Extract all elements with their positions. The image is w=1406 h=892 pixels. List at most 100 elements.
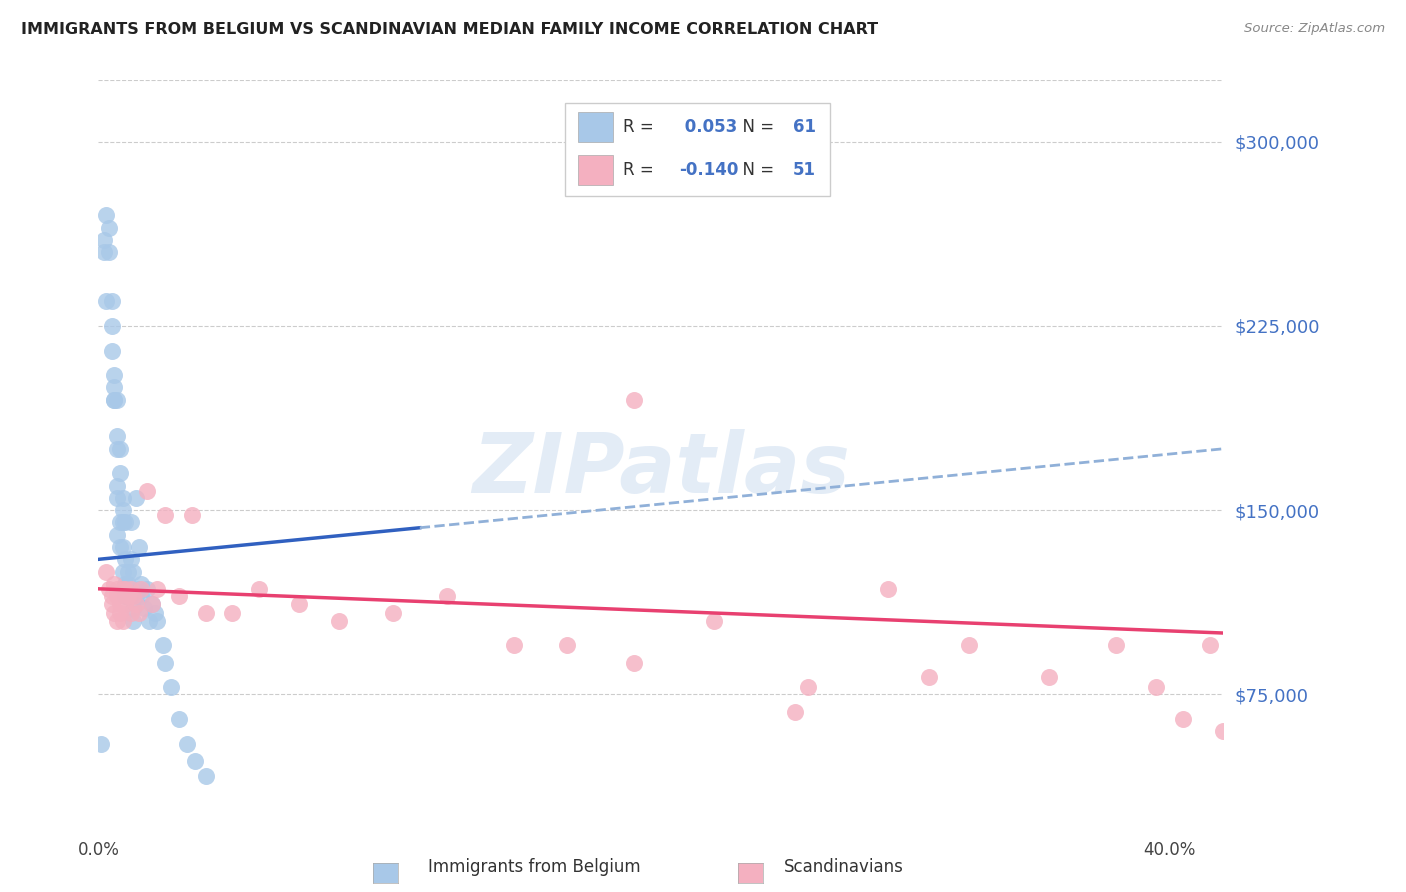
Point bbox=[93, 245, 115, 260]
Point bbox=[103, 380, 125, 394]
Point bbox=[101, 318, 124, 333]
Point bbox=[114, 589, 136, 603]
Point bbox=[138, 614, 160, 628]
Point bbox=[108, 607, 131, 621]
Point bbox=[111, 540, 134, 554]
Point bbox=[105, 478, 128, 492]
Point bbox=[122, 565, 145, 579]
Point bbox=[111, 516, 134, 530]
Point bbox=[159, 680, 181, 694]
Point bbox=[111, 491, 134, 505]
Point bbox=[167, 589, 190, 603]
Point bbox=[103, 392, 125, 407]
Point bbox=[128, 540, 150, 554]
Point bbox=[1171, 712, 1194, 726]
Point bbox=[623, 392, 645, 407]
Point bbox=[117, 589, 139, 603]
Point bbox=[120, 589, 142, 603]
Point bbox=[146, 582, 169, 596]
Point bbox=[122, 589, 145, 603]
Point bbox=[117, 589, 139, 603]
Point bbox=[111, 582, 134, 596]
Point bbox=[96, 565, 118, 579]
Point bbox=[128, 582, 150, 596]
Point bbox=[111, 503, 134, 517]
Point bbox=[917, 670, 939, 684]
Point bbox=[117, 577, 139, 591]
Point bbox=[247, 582, 270, 596]
Point bbox=[108, 467, 131, 481]
Text: ZIPatlas: ZIPatlas bbox=[472, 429, 849, 510]
Point bbox=[125, 597, 148, 611]
Point bbox=[103, 577, 125, 591]
Text: Source: ZipAtlas.com: Source: ZipAtlas.com bbox=[1244, 22, 1385, 36]
Point bbox=[141, 597, 163, 611]
Point bbox=[167, 712, 190, 726]
Point bbox=[135, 483, 157, 498]
Point bbox=[176, 737, 198, 751]
Point bbox=[155, 508, 177, 522]
Point bbox=[797, 680, 820, 694]
Point bbox=[105, 528, 128, 542]
Text: Immigrants from Belgium: Immigrants from Belgium bbox=[427, 858, 641, 876]
Point bbox=[120, 582, 142, 596]
Point bbox=[703, 614, 725, 628]
Point bbox=[98, 582, 121, 596]
Point bbox=[288, 597, 311, 611]
Point bbox=[108, 442, 131, 456]
Point bbox=[101, 343, 124, 358]
Point bbox=[114, 552, 136, 566]
Point bbox=[120, 552, 142, 566]
Point bbox=[555, 638, 578, 652]
Text: Scandinavians: Scandinavians bbox=[783, 858, 904, 876]
Point bbox=[105, 429, 128, 443]
Point bbox=[181, 508, 204, 522]
Point bbox=[143, 607, 166, 621]
Point bbox=[135, 582, 157, 596]
Point bbox=[125, 589, 148, 603]
Point bbox=[221, 607, 243, 621]
Point bbox=[1198, 638, 1220, 652]
Point bbox=[108, 516, 131, 530]
Point bbox=[105, 589, 128, 603]
Point bbox=[129, 577, 152, 591]
Point bbox=[436, 589, 458, 603]
Point bbox=[957, 638, 980, 652]
Point bbox=[105, 392, 128, 407]
Point bbox=[877, 582, 900, 596]
Point bbox=[141, 597, 163, 611]
Point bbox=[96, 294, 118, 309]
Point bbox=[129, 589, 152, 603]
Point bbox=[105, 491, 128, 505]
Point bbox=[114, 577, 136, 591]
Point bbox=[90, 737, 112, 751]
Point bbox=[96, 208, 118, 222]
Point bbox=[114, 582, 136, 596]
Point bbox=[129, 582, 152, 596]
Point bbox=[1212, 724, 1234, 739]
Point bbox=[108, 540, 131, 554]
Point bbox=[623, 656, 645, 670]
Point bbox=[125, 491, 148, 505]
Point bbox=[101, 294, 124, 309]
Point bbox=[108, 597, 131, 611]
Point bbox=[120, 607, 142, 621]
Point bbox=[155, 656, 177, 670]
Point bbox=[328, 614, 350, 628]
Point bbox=[122, 614, 145, 628]
Point bbox=[103, 368, 125, 382]
Point bbox=[105, 582, 128, 596]
Point bbox=[128, 607, 150, 621]
Point bbox=[120, 516, 142, 530]
Point bbox=[1144, 680, 1167, 694]
Point bbox=[98, 245, 121, 260]
Point bbox=[103, 392, 125, 407]
Point bbox=[152, 638, 174, 652]
Point bbox=[101, 589, 124, 603]
Point bbox=[1105, 638, 1128, 652]
Point bbox=[194, 607, 217, 621]
Point bbox=[502, 638, 524, 652]
Point bbox=[114, 597, 136, 611]
Point bbox=[98, 220, 121, 235]
Point bbox=[111, 614, 134, 628]
